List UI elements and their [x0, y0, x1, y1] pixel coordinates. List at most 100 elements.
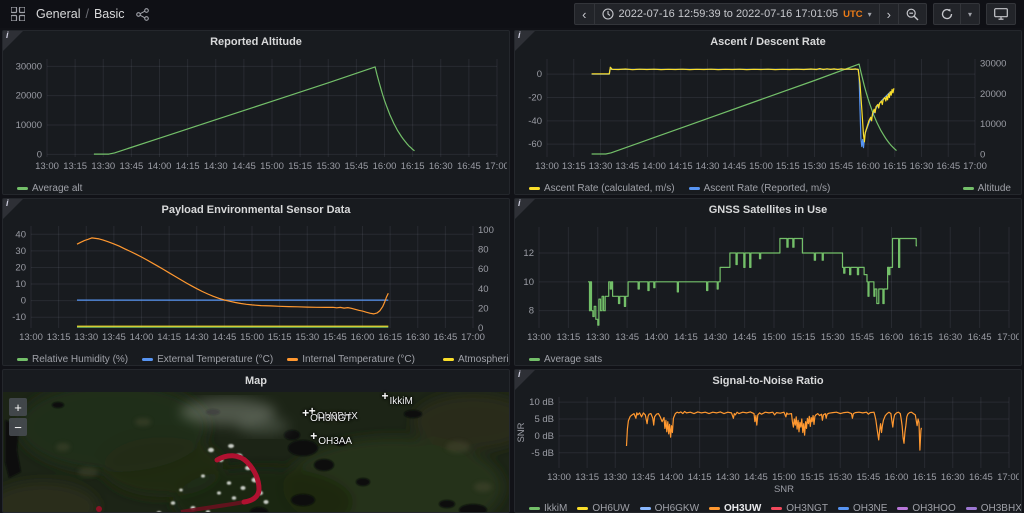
axis-tick: 0 — [537, 69, 542, 80]
chevron-down-icon: ▾ — [967, 9, 972, 19]
legend-item-oh6uw[interactable]: OH6UW — [577, 503, 630, 512]
legend-item-oh6gkw[interactable]: OH6GKW — [639, 503, 699, 512]
legend-item-average-sats[interactable]: Average sats — [529, 354, 602, 365]
snr-legend: IkkiM OH6UW OH6GKW OH3UW OH3NGT OH3NE OH3HOO OH… — [515, 500, 1021, 513]
axis-tick: 13:45 — [615, 332, 639, 343]
axis-tick: 15:30 — [803, 161, 827, 172]
axis-tick: 17:00 — [997, 332, 1019, 343]
legend-swatch — [529, 357, 540, 361]
legend-item-relative-humidity-[interactable]: Relative Humidity (%) — [17, 354, 128, 365]
panel-info-icon[interactable]: i — [3, 31, 23, 51]
breadcrumb-current[interactable]: Basic — [93, 7, 125, 21]
legend-swatch — [529, 186, 540, 190]
refresh-interval-dropdown[interactable]: ▾ — [959, 3, 980, 25]
legend-item-ascent-rate-reported-m-s-[interactable]: Ascent Rate (Reported, m/s) — [688, 183, 830, 194]
axis-tick: 16:00 — [880, 332, 904, 343]
axis-tick: 13:00 — [535, 161, 559, 172]
axis-tick: 20000 — [980, 89, 1006, 100]
time-range-picker[interactable]: 2022-07-16 12:59:39 to 2022-07-16 17:01:… — [593, 3, 879, 25]
axis-tick: 0 — [980, 149, 985, 160]
time-back-button[interactable]: ‹ — [574, 3, 594, 25]
legend-item-oh3uw[interactable]: OH3UW — [709, 502, 762, 513]
map-marker-label: OH3BHX — [316, 410, 358, 422]
axis-tick: 13:45 — [631, 472, 655, 483]
panel-info-icon[interactable]: i — [3, 199, 23, 219]
map-marker-oh3aa[interactable]: + OH3AA — [310, 429, 352, 447]
legend-item-oh3ngt[interactable]: OH3NGT — [771, 503, 828, 512]
axis-tick: 12 — [523, 248, 534, 259]
env-chart-canvas[interactable]: 13:00 13:15 13:30 13:45 14:00 14:15 14:30 14:45… — [3, 221, 507, 346]
panel-title[interactable]: Map — [245, 375, 267, 387]
map-marker-oh3bhx[interactable]: + OH3BHX — [309, 404, 358, 422]
axis-tick: 15:30 — [828, 472, 852, 483]
legend-item-altitude[interactable]: Altitude — [962, 183, 1011, 194]
zoom-out-time-button[interactable] — [897, 3, 927, 25]
axis-tick: 16:00 — [856, 161, 880, 172]
map-canvas[interactable]: + − — [3, 382, 509, 512]
panel-info-icon[interactable]: i — [515, 370, 535, 390]
axis-tick: 13:15 — [63, 161, 87, 172]
panel-payload-env-sensor-data: i Payload Environmental Sensor Data 13:0… — [2, 198, 510, 366]
map-zoom-out-button[interactable]: − — [9, 418, 27, 436]
magnifier-minus-icon — [906, 8, 919, 20]
axis-tick: 16:30 — [910, 161, 934, 172]
axis-tick: 16:15 — [401, 161, 425, 172]
legend-label: Ascent Rate (calculated, m/s) — [544, 182, 675, 194]
axis-tick: 15:15 — [268, 332, 292, 343]
legend-item-external-temperature-c-[interactable]: External Temperature (°C) — [142, 354, 273, 365]
chart-shape — [76, 237, 389, 315]
map-zoom-in-button[interactable]: + — [9, 398, 27, 416]
kiosk-mode-button[interactable] — [986, 3, 1016, 25]
legend-label: OH3UW — [724, 502, 762, 513]
axis-tick: 14:30 — [185, 332, 209, 343]
map-marker-oh3ngt[interactable]: + OH3NGT — [302, 406, 352, 424]
map-marker-cross-icon: + — [310, 428, 318, 443]
axis-tick: 15:15 — [776, 161, 800, 172]
snr-chart-canvas[interactable]: 13:00 13:15 13:30 13:45 14:00 14:15 14:30 14:45… — [515, 392, 1021, 495]
breadcrumb: General / Basic — [36, 7, 125, 21]
axis-tick: 14:15 — [688, 472, 712, 483]
map-marker-cross-icon: + — [302, 406, 310, 421]
panel-title[interactable]: GNSS Satellites in Use — [708, 204, 828, 216]
axis-tick: 13:45 — [615, 161, 639, 172]
axis-tick: 0 dB — [534, 431, 554, 442]
legend-item-internal-temperature-c-[interactable]: Internal Temperature (°C) — [287, 354, 415, 365]
panel-title[interactable]: Signal-to-Noise Ratio — [712, 375, 824, 387]
share-icon[interactable] — [133, 4, 153, 24]
breadcrumb-root[interactable]: General — [36, 7, 81, 21]
map-satellite-image — [3, 382, 509, 512]
apps-grid-icon[interactable] — [8, 4, 28, 24]
axis-tick: 14:00 — [130, 332, 154, 343]
map-marker-cross-icon: + — [308, 403, 316, 418]
panel-info-icon[interactable]: i — [515, 199, 535, 219]
chart-shape — [588, 237, 917, 326]
gnss-chart-canvas[interactable]: 13:00 13:15 13:30 13:45 14:00 14:15 14:30 14:45… — [515, 221, 1021, 346]
axis-tick: 30 — [15, 246, 26, 257]
legend-item-average-alt[interactable]: Average alt — [17, 183, 82, 194]
panel-title[interactable]: Reported Altitude — [210, 36, 302, 48]
axis-tick: 40 — [478, 284, 489, 295]
legend-item-oh3hoo[interactable]: OH3HOO — [897, 503, 956, 512]
axis-tick: 20 — [15, 262, 26, 273]
legend-swatch — [17, 186, 28, 190]
panel-title[interactable]: Payload Environmental Sensor Data — [161, 204, 351, 216]
map-marker-ikkim[interactable]: + IkkiM — [382, 389, 413, 407]
altitude-chart-canvas[interactable]: 13:00 13:15 13:30 13:45 14:00 14:15 14:30 14:45… — [3, 53, 509, 175]
panel-title[interactable]: Ascent / Descent Rate — [710, 36, 826, 48]
time-forward-button[interactable]: › — [878, 3, 898, 25]
panel-info-icon[interactable]: i — [515, 31, 535, 51]
legend-item-ascent-rate-calculated-m-s-[interactable]: Ascent Rate (calculated, m/s) — [529, 183, 675, 194]
legend-item-atmospheric-pressure-hpa-[interactable]: Atmospheric Pressure (hPa) — [442, 354, 509, 365]
chart-shape — [591, 68, 894, 149]
legend-item-oh3bhx2[interactable]: OH3BHX2 — [965, 503, 1021, 512]
refresh-button[interactable] — [932, 3, 960, 25]
axis-tick: 15:00 — [749, 161, 773, 172]
legend-item-oh3ne[interactable]: OH3NE — [837, 503, 887, 512]
axis-tick: 15:30 — [295, 332, 319, 343]
axis-tick: 15:45 — [344, 161, 368, 172]
chart-shape — [625, 410, 922, 451]
axis-tick: 15:15 — [800, 472, 824, 483]
legend-item-ikkim[interactable]: IkkiM — [529, 503, 567, 512]
axis-tick: -20 — [528, 93, 542, 104]
rate-chart-canvas[interactable]: 13:00 13:15 13:30 13:45 14:00 14:15 14:30 14:45… — [515, 53, 1019, 175]
